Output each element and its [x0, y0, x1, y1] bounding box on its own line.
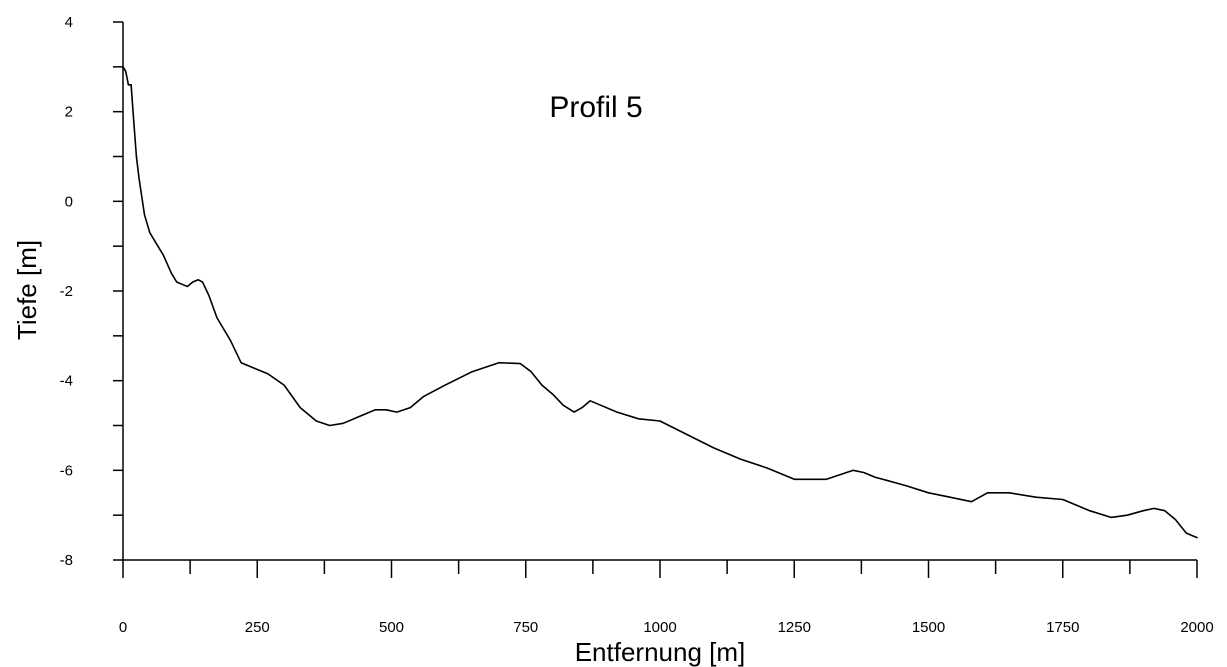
y-tick-label: 0 [65, 193, 73, 210]
x-tick-label: 1500 [912, 619, 945, 636]
y-tick-label: -6 [60, 462, 73, 479]
y-tick-label: -8 [60, 552, 73, 569]
tick-labels: 0 250 500 750 1000 1250 1500 1750 2000 -8 -6 -4 -2 0 2… [60, 14, 1214, 636]
y-axis-title: Tiefe [m] [12, 240, 42, 340]
x-axis-title: Entfernung [m] [575, 637, 746, 667]
x-tick-label: 0 [119, 619, 127, 636]
x-tick-label: 2000 [1180, 619, 1213, 636]
axes [122, 22, 1197, 561]
x-tick-label: 1000 [643, 619, 676, 636]
y-tick-label: 4 [65, 14, 73, 31]
y-tick-label: -4 [60, 373, 73, 390]
x-tick-label: 1750 [1046, 619, 1079, 636]
x-tick-label: 500 [379, 619, 404, 636]
tick-marks [113, 21, 1198, 578]
chart-title: Profil 5 [549, 91, 642, 124]
x-tick-label: 250 [245, 619, 270, 636]
x-tick-label: 1250 [778, 619, 811, 636]
x-tick-label: 750 [513, 619, 538, 636]
series-layer [122, 66, 1198, 539]
series-line [122, 66, 1198, 539]
y-tick-label: -2 [60, 283, 73, 300]
y-tick-label: 2 [65, 104, 73, 121]
